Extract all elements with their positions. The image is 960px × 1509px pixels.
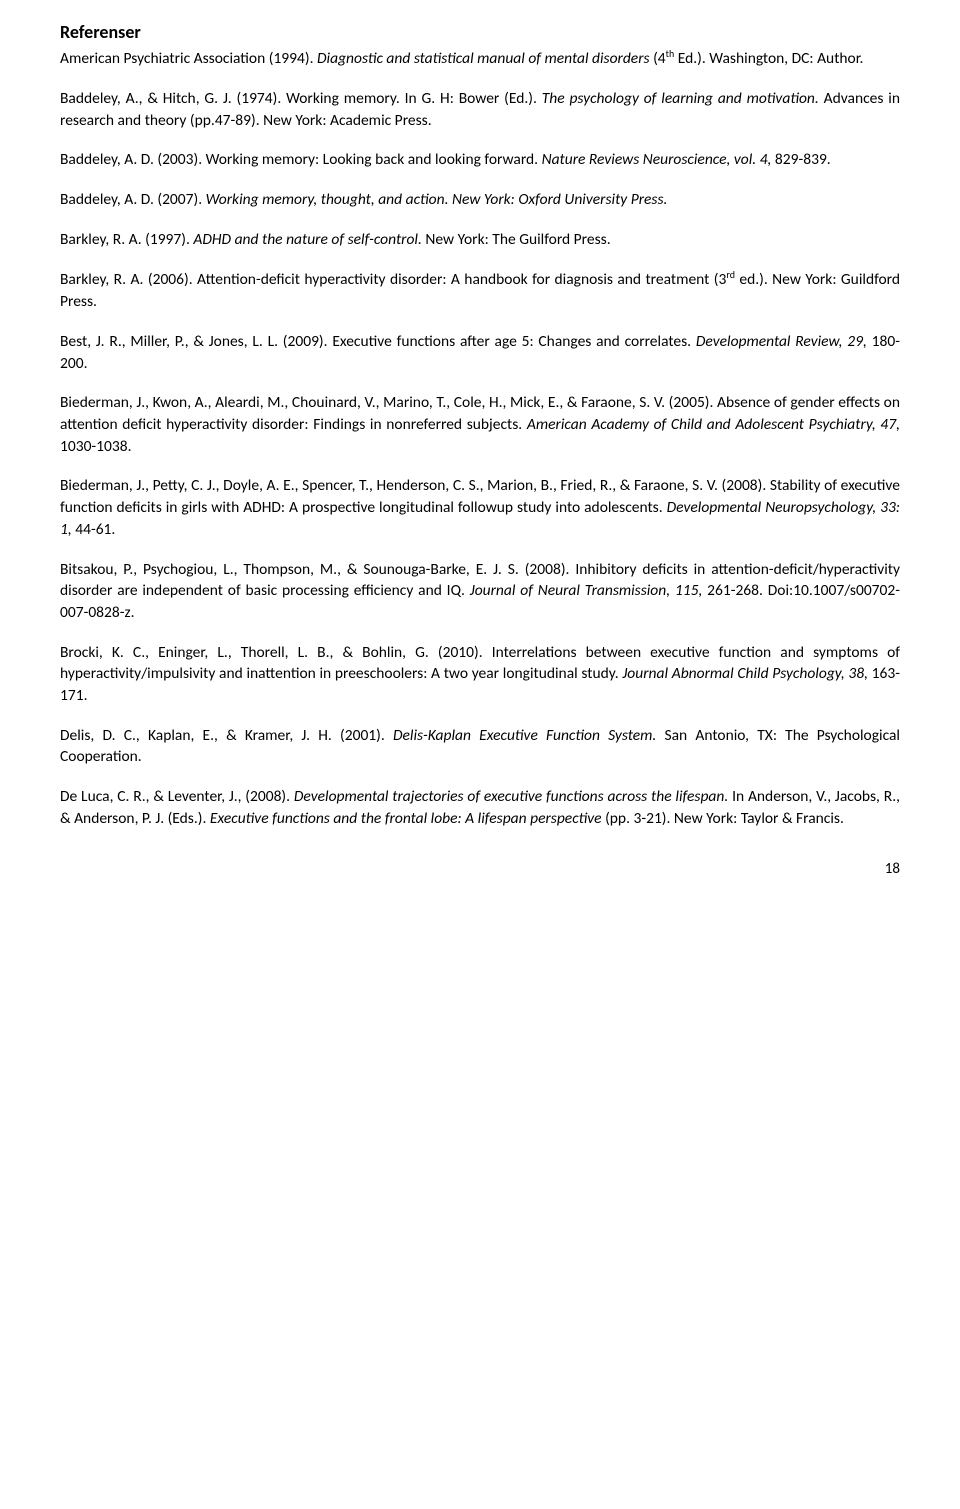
- reference-text: Working memory, thought, and action. New…: [206, 190, 668, 209]
- reference-text: Barkley, R. A. (2006). Attention-deficit…: [60, 271, 726, 290]
- reference-text: Nature Reviews Neuroscience, vol. 4,: [542, 150, 775, 169]
- reference-entry: Baddeley, A. D. (2003). Working memory: …: [60, 149, 900, 171]
- reference-text: (4: [653, 49, 666, 68]
- reference-text: Developmental Review, 29,: [696, 332, 872, 351]
- reference-text: rd: [726, 268, 735, 281]
- references-container: American Psychiatric Association (1994).…: [60, 47, 900, 829]
- reference-text: Baddeley, A. D. (2007).: [60, 190, 206, 209]
- reference-text: American Psychiatric Association (1994).: [60, 49, 317, 68]
- reference-text: Baddeley, A. D. (2003). Working memory: …: [60, 150, 542, 169]
- reference-text: 829-839.: [775, 150, 831, 169]
- reference-text: (pp. 3-21). New York: Taylor & Francis.: [605, 809, 844, 828]
- reference-entry: Barkley, R. A. (2006). Attention-deficit…: [60, 268, 900, 313]
- section-heading: Referenser: [60, 20, 900, 45]
- reference-text: Best, J. R., Miller, P., & Jones, L. L. …: [60, 332, 696, 351]
- reference-text: Developmental trajectories of executive …: [294, 787, 732, 806]
- reference-text: Delis-Kaplan Executive Function System.: [393, 726, 665, 745]
- reference-text: Journal Abnormal Child Psychology, 38,: [622, 664, 871, 683]
- reference-entry: Best, J. R., Miller, P., & Jones, L. L. …: [60, 331, 900, 374]
- reference-text: De Luca, C. R., & Leventer, J., (2008).: [60, 787, 294, 806]
- reference-entry: Bitsakou, P., Psychogiou, L., Thompson, …: [60, 559, 900, 624]
- reference-text: New York: The Guilford Press.: [425, 230, 610, 249]
- page-number: 18: [60, 859, 900, 880]
- reference-text: th: [666, 47, 675, 60]
- reference-entry: Biederman, J., Kwon, A., Aleardi, M., Ch…: [60, 392, 900, 457]
- reference-entry: Brocki, K. C., Eninger, L., Thorell, L. …: [60, 642, 900, 707]
- reference-text: Journal of Neural Transmission, 115,: [470, 581, 707, 600]
- reference-entry: Biederman, J., Petty, C. J., Doyle, A. E…: [60, 475, 900, 540]
- reference-entry: Barkley, R. A. (1997). ADHD and the natu…: [60, 229, 900, 251]
- reference-text: Delis, D. C., Kaplan, E., & Kramer, J. H…: [60, 726, 393, 745]
- reference-text: Ed.). Washington, DC: Author.: [674, 49, 863, 68]
- reference-text: 1030-1038.: [60, 437, 132, 456]
- reference-entry: Baddeley, A., & Hitch, G. J. (1974). Wor…: [60, 88, 900, 131]
- reference-entry: Baddeley, A. D. (2007). Working memory, …: [60, 189, 900, 211]
- reference-text: ADHD and the nature of self-control.: [193, 230, 425, 249]
- reference-text: The psychology of learning and motivatio…: [542, 89, 824, 108]
- reference-text: Barkley, R. A. (1997).: [60, 230, 193, 249]
- reference-entry: Delis, D. C., Kaplan, E., & Kramer, J. H…: [60, 725, 900, 768]
- reference-text: 44-61.: [75, 520, 115, 539]
- reference-entry: De Luca, C. R., & Leventer, J., (2008). …: [60, 786, 900, 829]
- reference-text: Executive functions and the frontal lobe…: [210, 809, 605, 828]
- reference-entry: American Psychiatric Association (1994).…: [60, 47, 900, 70]
- reference-text: Baddeley, A., & Hitch, G. J. (1974). Wor…: [60, 89, 542, 108]
- reference-text: Diagnostic and statistical manual of men…: [317, 49, 653, 68]
- reference-text: American Academy of Child and Adolescent…: [527, 415, 900, 434]
